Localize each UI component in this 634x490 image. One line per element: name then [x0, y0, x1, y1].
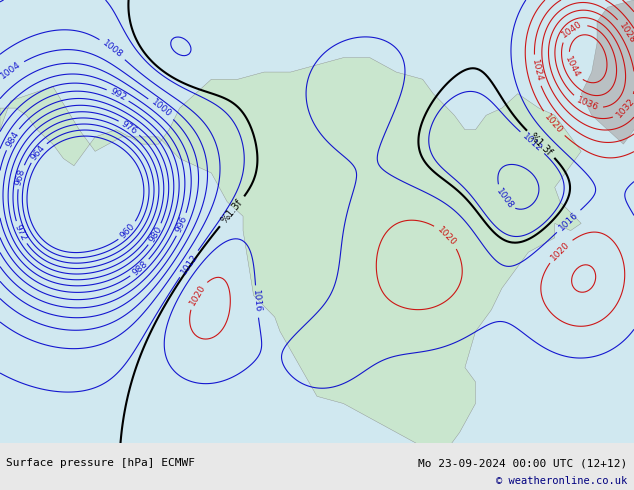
Text: Mo 23-09-2024 00:00 UTC (12+12): Mo 23-09-2024 00:00 UTC (12+12)	[418, 458, 628, 468]
Text: 1044: 1044	[564, 55, 581, 79]
Text: 984: 984	[4, 130, 20, 149]
Text: 992: 992	[108, 87, 127, 103]
Text: 1036: 1036	[575, 96, 600, 113]
Text: 1020: 1020	[549, 240, 572, 262]
Text: 1040: 1040	[560, 19, 584, 40]
Text: 1012: 1012	[179, 252, 199, 276]
Text: 964: 964	[29, 143, 47, 162]
Text: Surface pressure [hPa] ECMWF: Surface pressure [hPa] ECMWF	[6, 458, 195, 468]
Text: 1016: 1016	[557, 210, 580, 232]
Text: 972: 972	[13, 223, 29, 243]
Text: 996: 996	[174, 215, 189, 234]
Text: 988: 988	[131, 259, 150, 277]
Text: 1020: 1020	[188, 283, 207, 307]
Text: %1.3f: %1.3f	[527, 131, 554, 157]
Text: 1008: 1008	[495, 187, 515, 211]
Text: 980: 980	[147, 224, 164, 244]
Text: 1016: 1016	[251, 290, 262, 314]
Text: 960: 960	[119, 221, 137, 241]
Polygon shape	[581, 0, 634, 144]
Text: © weatheronline.co.uk: © weatheronline.co.uk	[496, 476, 628, 486]
Polygon shape	[0, 58, 581, 447]
Text: 976: 976	[120, 119, 139, 136]
Text: 1012: 1012	[521, 132, 544, 153]
Text: 968: 968	[14, 168, 27, 187]
Text: 1028: 1028	[618, 21, 634, 45]
Text: 1020: 1020	[436, 225, 458, 247]
Text: 1004: 1004	[0, 60, 23, 81]
Text: 1000: 1000	[150, 98, 173, 120]
Text: 1020: 1020	[543, 112, 564, 136]
Text: %1.3f: %1.3f	[219, 197, 245, 225]
Text: 1008: 1008	[101, 39, 124, 60]
Text: 1032: 1032	[615, 97, 634, 120]
Text: 1024: 1024	[529, 58, 543, 82]
